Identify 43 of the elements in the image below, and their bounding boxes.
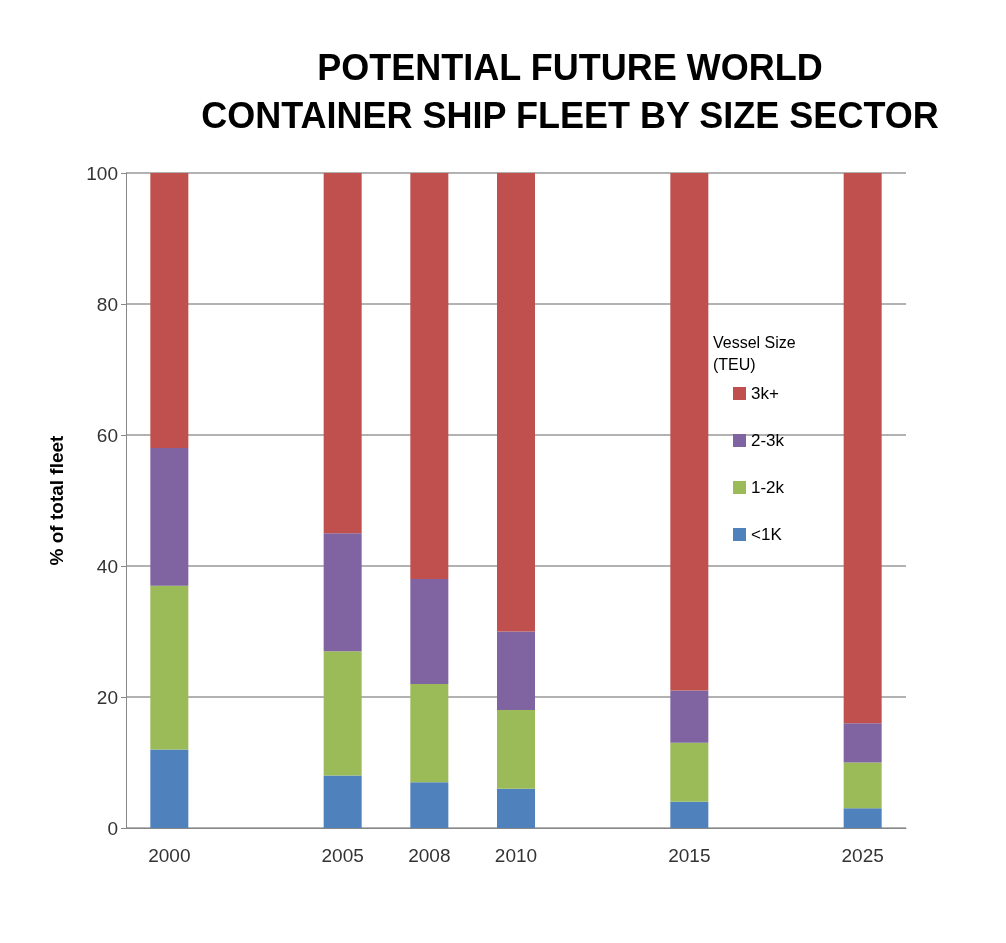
y-tick-label: 60 <box>96 424 118 446</box>
bar <box>843 723 882 763</box>
bar <box>150 173 189 449</box>
chart-title: POTENTIAL FUTURE WORLD CONTAINER SHIP FLEET BY SIZE SECTOR <box>201 46 939 136</box>
y-tick-label: 20 <box>96 686 118 708</box>
bar <box>323 173 362 534</box>
x-tick-label: 2025 <box>841 845 884 866</box>
y-axis-title: % of total fleet <box>46 434 67 566</box>
bar <box>410 579 449 684</box>
bar <box>670 690 709 743</box>
bar <box>670 173 709 691</box>
bar <box>150 585 189 750</box>
legend-title: Vessel Size (TEU) <box>713 333 796 373</box>
bar <box>150 749 189 828</box>
y-tick-label: 0 <box>107 817 118 839</box>
bar <box>410 173 449 580</box>
y-tick-label: 100 <box>86 162 118 184</box>
bar <box>670 801 709 828</box>
x-tick-label: 2010 <box>494 845 538 866</box>
bar <box>843 808 882 828</box>
bar <box>150 448 189 586</box>
bar <box>323 775 362 828</box>
bar <box>323 651 362 776</box>
bar <box>497 173 535 632</box>
x-tick-label: 2000 <box>148 845 191 866</box>
x-tick-label: 2008 <box>408 845 451 866</box>
bar <box>843 762 882 809</box>
bar <box>410 683 449 783</box>
x-tick-label: 2005 <box>321 845 364 866</box>
legend-label: 2-3k <box>751 431 785 450</box>
y-tick-label: 40 <box>96 555 118 577</box>
bar <box>323 533 362 652</box>
x-tick-label: 2015 <box>668 845 711 866</box>
legend-label: <1K <box>751 525 783 544</box>
legend-label: 1-2k <box>751 478 785 497</box>
bar <box>497 631 535 711</box>
bar <box>497 788 535 828</box>
bar <box>670 742 709 802</box>
bar <box>410 782 449 828</box>
bar <box>497 710 535 789</box>
bar <box>843 173 882 724</box>
y-tick-label: 80 <box>96 293 118 315</box>
legend-label: 3k+ <box>751 384 779 403</box>
